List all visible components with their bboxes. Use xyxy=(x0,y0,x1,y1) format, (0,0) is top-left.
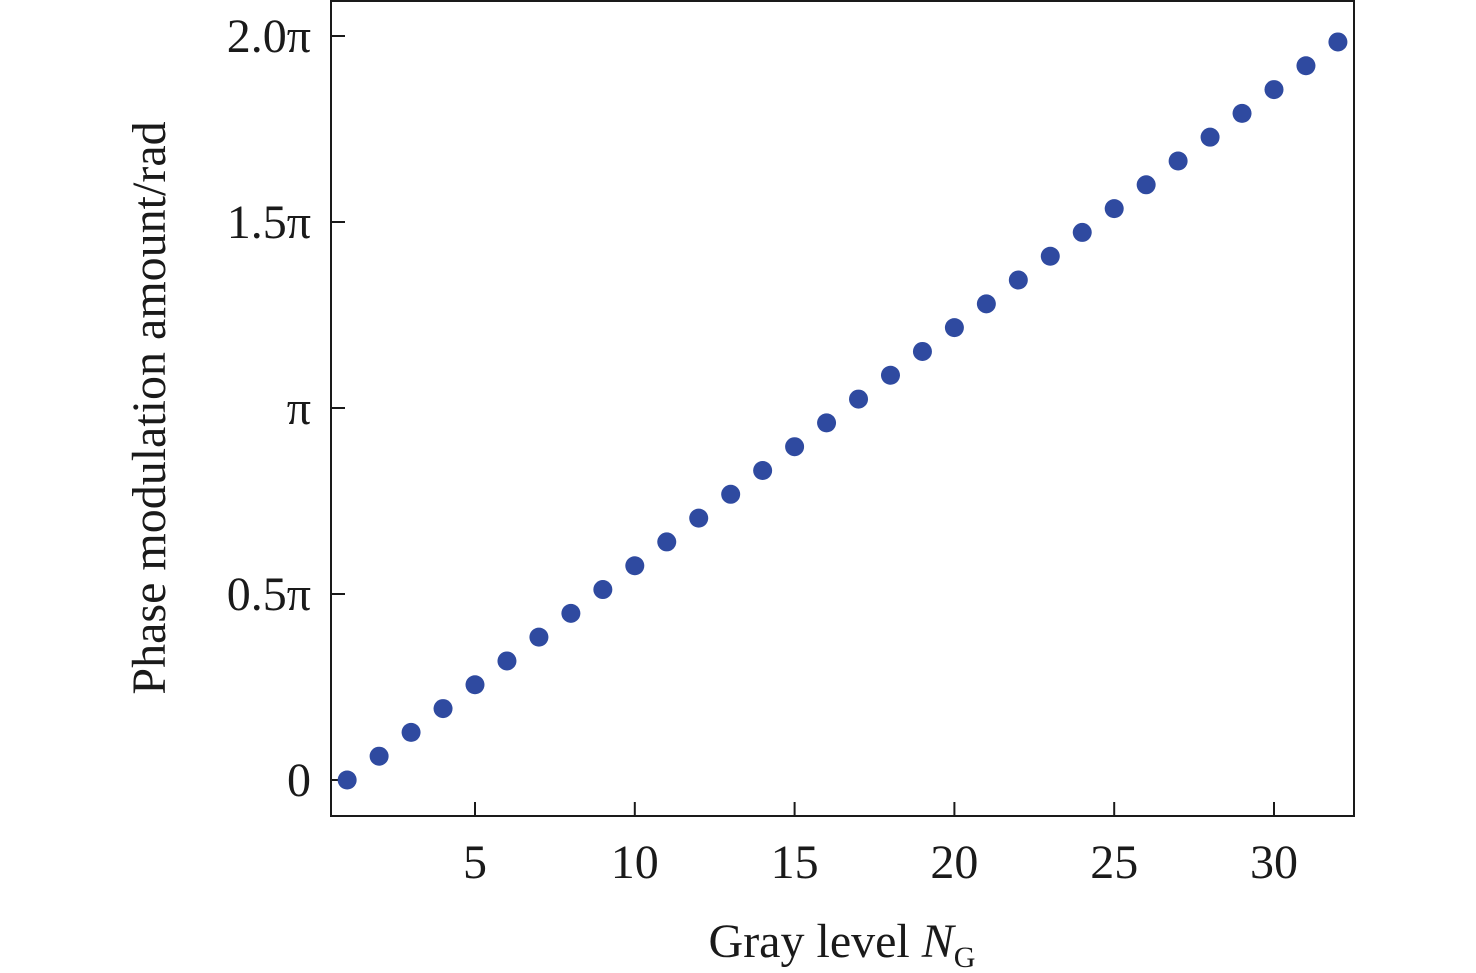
x-tick-label: 30 xyxy=(1250,836,1298,889)
data-point xyxy=(401,722,421,742)
data-point xyxy=(369,746,389,766)
data-point xyxy=(817,413,837,433)
data-point xyxy=(1008,270,1028,290)
data-point xyxy=(497,651,517,671)
data-points xyxy=(337,32,1348,790)
x-tick-label: 20 xyxy=(930,836,978,889)
y-tick-label: 1.5π xyxy=(227,196,311,249)
y-axis-ticks: 0 0.5π π 1.5π 2.0π xyxy=(227,10,345,807)
data-point xyxy=(1072,222,1092,242)
data-point xyxy=(593,580,613,600)
data-point xyxy=(944,318,964,338)
data-point xyxy=(1104,199,1124,219)
data-point xyxy=(1200,127,1220,147)
data-point xyxy=(433,699,453,719)
y-tick-label: π xyxy=(287,382,311,435)
x-tick-label: 15 xyxy=(771,836,819,889)
x-axis-title-variable: N xyxy=(921,915,957,968)
data-point xyxy=(912,341,932,361)
data-point xyxy=(625,556,645,576)
data-point xyxy=(1136,175,1156,195)
data-point xyxy=(465,675,485,695)
data-point xyxy=(976,294,996,314)
data-point xyxy=(1040,246,1060,266)
x-axis-title-main: Gray level xyxy=(709,915,922,968)
data-point xyxy=(561,603,581,623)
data-point xyxy=(1232,103,1252,123)
data-point xyxy=(1168,151,1188,171)
data-point xyxy=(785,437,805,457)
data-point xyxy=(337,770,357,790)
x-axis-ticks: 5 10 15 20 25 30 xyxy=(463,802,1298,889)
y-tick-label: 0 xyxy=(287,754,311,807)
plot-frame xyxy=(330,0,1355,817)
data-point xyxy=(689,508,709,528)
data-point xyxy=(529,627,549,647)
data-point xyxy=(1264,80,1284,100)
x-tick-label: 5 xyxy=(463,836,487,889)
y-axis-title: Phase modulation amount/rad xyxy=(123,121,176,694)
x-tick-label: 25 xyxy=(1090,836,1138,889)
data-point xyxy=(1328,32,1348,52)
data-point xyxy=(849,389,869,409)
y-tick-label: 0.5π xyxy=(227,568,311,621)
data-point xyxy=(753,460,773,480)
data-point xyxy=(657,532,677,552)
x-tick-label: 10 xyxy=(611,836,659,889)
data-point xyxy=(721,484,741,504)
x-axis-title: Gray level NG xyxy=(709,915,976,973)
y-tick-label: 2.0π xyxy=(227,10,311,63)
data-point xyxy=(880,365,900,385)
x-axis-title-subscript: G xyxy=(954,941,976,973)
data-point xyxy=(1296,56,1316,76)
